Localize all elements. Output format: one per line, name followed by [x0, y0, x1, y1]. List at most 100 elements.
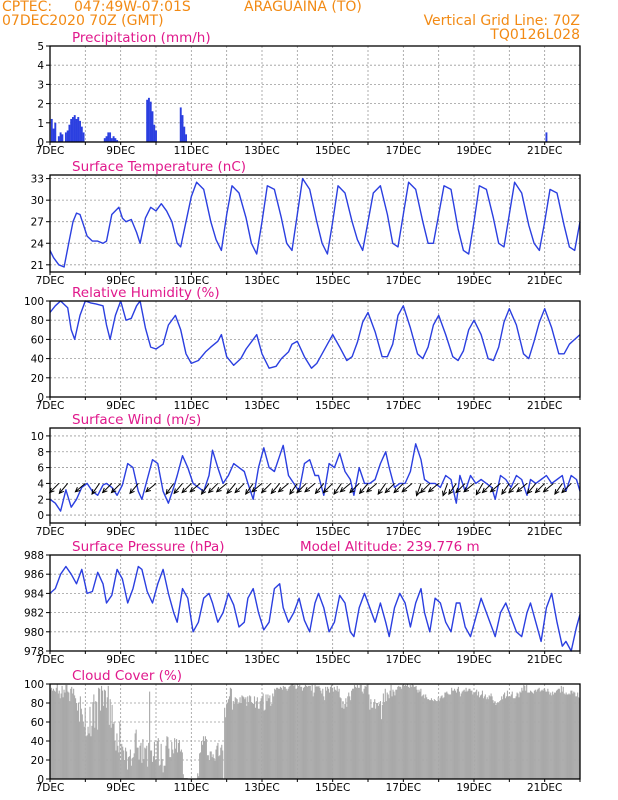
cloud-cover-bar	[456, 688, 458, 779]
cloud-cover-bar	[204, 736, 206, 779]
cloud-cover-bar	[340, 698, 342, 779]
cloud-cover-bar	[313, 692, 315, 779]
wind-arrow-head	[289, 489, 295, 496]
cloud-cover-bar	[225, 717, 227, 779]
wind-arrow	[384, 483, 395, 493]
cloud-cover-bar	[258, 708, 260, 779]
cloud-cover-bar	[494, 701, 496, 779]
wind-arrow	[129, 483, 139, 494]
cloud-cover-bar	[348, 692, 350, 779]
cloud-cover-bar	[92, 702, 94, 779]
cloud-cover-bar	[386, 692, 388, 779]
cloud-cover-bar	[173, 753, 175, 779]
cloud-cover-bar	[155, 759, 157, 779]
cloud-cover-bar	[145, 748, 147, 779]
cloud-cover-bar	[60, 693, 62, 779]
wind-arrow	[349, 483, 360, 493]
cloud-cover-bar	[297, 685, 299, 779]
cloud-cover-bar	[135, 729, 137, 779]
cloud-cover-bar	[120, 760, 122, 779]
cloud-cover-bar	[420, 688, 422, 779]
wind-arrow-head	[501, 489, 507, 496]
x-tick-label: 17DEC	[386, 782, 421, 794]
cloud-cover-bar	[249, 695, 251, 779]
cloud-cover-bar	[97, 729, 99, 779]
pres-frame	[49, 554, 581, 652]
cloud-cover-bar	[100, 710, 102, 779]
cloud-cover-bar	[175, 748, 177, 779]
cloud-cover-bar	[326, 690, 328, 779]
cloud-cover-bar	[63, 689, 65, 779]
cloud-cover-bar	[147, 766, 149, 779]
precipitation-bar	[153, 124, 156, 142]
cloud-cover-bar	[75, 703, 78, 779]
cloud-cover-bar	[362, 693, 364, 779]
cloud-cover-bar	[275, 689, 277, 779]
cloud-cover-bar	[545, 691, 547, 779]
cloud-cover-bar	[128, 756, 130, 779]
cloud-cover-bar	[446, 691, 448, 779]
cloud-cover-bar	[95, 701, 97, 779]
cloud-cover-bar	[515, 696, 517, 779]
wind-arrow	[377, 483, 387, 495]
y-tick-label: 80	[31, 315, 44, 327]
wind-arrow	[165, 483, 175, 495]
cloud-cover-bar	[410, 686, 412, 779]
cloud-cover-bar	[77, 703, 80, 779]
cloud-cover-bar	[276, 687, 278, 779]
cloud-cover-bar	[301, 686, 303, 779]
cloud-cover-bar	[198, 776, 200, 779]
wind-arrow-head	[200, 489, 207, 496]
cloud-cover-bar	[166, 736, 168, 779]
precipitation-bar	[80, 126, 83, 142]
wind-arrow-head	[181, 487, 188, 494]
cloud-cover-bar	[530, 691, 533, 779]
x-tick-label: 15DEC	[315, 654, 350, 666]
cloud-cover-bar	[103, 689, 105, 779]
cloud-cover-bar	[576, 696, 578, 779]
cloud-cover-bar	[529, 692, 531, 779]
cloud-cover-bar	[315, 686, 317, 779]
cloud-cover-bar	[268, 698, 270, 779]
cloud-cover-bar	[492, 700, 494, 779]
x-tick-label: 15DEC	[315, 400, 350, 412]
wind-arrow	[401, 483, 413, 493]
cloud-cover-bar	[369, 709, 371, 779]
y-tick-label: 6	[37, 463, 44, 475]
cloud-cover-bar	[121, 743, 123, 779]
cloud-cover-bar	[199, 753, 201, 779]
cloud-cover-bar	[107, 685, 109, 779]
cloud-cover-bar	[365, 686, 367, 779]
cloud-cover-bar	[180, 749, 182, 779]
wind-arrow-head	[270, 488, 277, 495]
wind-arrow-head	[207, 487, 214, 494]
x-tick-label: 17DEC	[386, 400, 421, 412]
cloud-cover-bar	[459, 696, 461, 779]
cloud-cover-bar	[94, 727, 96, 779]
x-tick-label: 13DEC	[244, 526, 279, 538]
cloud-cover-bar	[105, 707, 107, 779]
cloud-cover-bar	[294, 684, 296, 779]
wind-arrow-head	[448, 489, 454, 496]
precipitation-bar	[68, 124, 71, 142]
cloud-cover-bar	[480, 694, 483, 779]
cloud-cover-bar	[568, 693, 570, 779]
cloud-cover-bar	[335, 690, 337, 779]
cloud-cover-bar	[81, 714, 83, 779]
cloud-cover-bar	[487, 699, 489, 779]
cloud-cover-bar	[325, 686, 327, 779]
cloud-cover-bar	[243, 697, 245, 779]
precipitation-bar	[116, 140, 119, 142]
temp-panel: 21 24 27 30 33 7DEC 9DEC 11DEC 13DEC 15DEC 17DEC 19…	[31, 159, 581, 287]
cloud-cover-bar	[75, 698, 77, 779]
precipitation-bar	[183, 126, 186, 142]
cloud-cover-bar	[503, 694, 505, 779]
y-tick-label: 0	[37, 774, 44, 786]
cloud-cover-bar	[354, 686, 357, 779]
cloud-cover-bar	[306, 686, 308, 779]
cloud-cover-bar	[546, 691, 548, 779]
cloud-cover-bar	[219, 755, 221, 779]
cloud-cover-bar	[478, 691, 480, 779]
cloud-cover-bar	[426, 697, 428, 779]
cloud-cover-bar	[523, 684, 525, 779]
